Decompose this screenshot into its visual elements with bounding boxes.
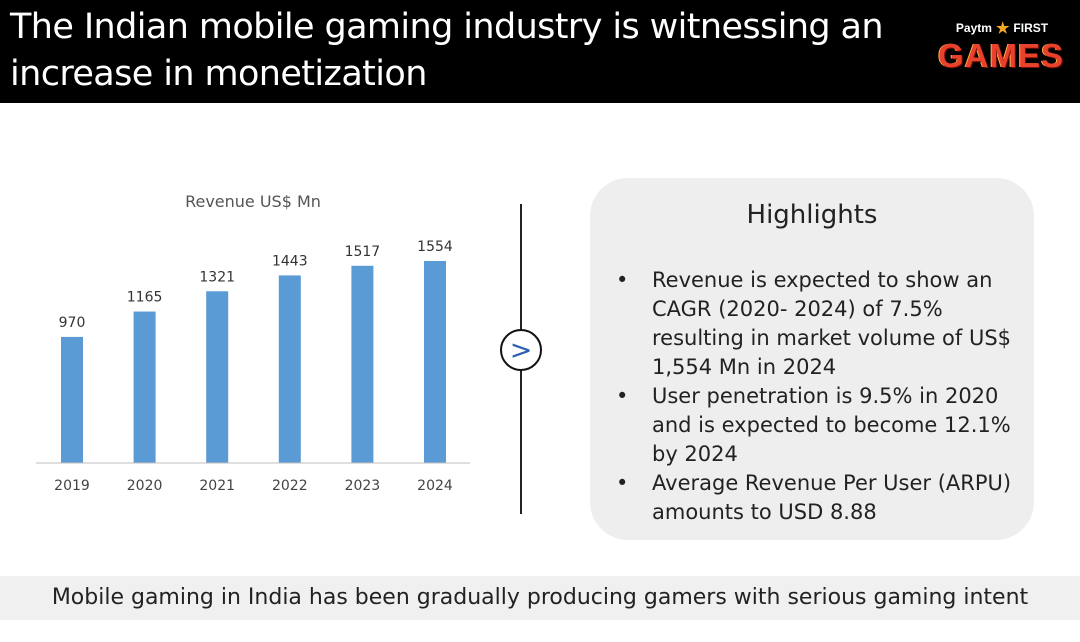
header-bar: The Indian mobile gaming industry is wit… [0,0,1080,103]
page-title: The Indian mobile gaming industry is wit… [10,7,884,94]
value-label-2023: 1517 [345,244,381,260]
chart-title: Revenue US$ Mn [185,192,321,211]
logo-paytm-text: Paytm [955,21,992,35]
highlights-list: Revenue is expected to show an CAGR (202… [612,266,1030,527]
star-icon: ★ [995,20,1010,37]
value-label-2019: 970 [59,315,86,331]
bar-2024 [424,260,446,463]
x-tick-2022: 2022 [272,478,308,494]
bar-2023 [351,265,374,463]
value-label-2020: 1165 [127,290,163,306]
x-tick-2023: 2023 [345,478,381,494]
chevron-right-icon: > [509,334,533,366]
logo-top-line: Paytm ★ FIRST [940,20,1064,37]
value-label-2021: 1321 [199,269,235,285]
value-label-2024: 1554 [417,239,453,255]
revenue-chart: Revenue US$ Mn 970 2019 1165 2020 1321 2021 14… [0,180,480,510]
highlights-title: Highlights [746,200,878,230]
arrow-circle-icon: > [500,329,542,371]
footer-bar: Mobile gaming in India has been graduall… [0,576,1080,620]
highlights-panel: Highlights Revenue is expected to show a… [590,178,1034,540]
highlight-item-arpu: Average Revenue Per User (ARPU) amounts … [612,469,1030,527]
bar-2022 [278,275,301,463]
revenue-bar-chart: Revenue US$ Mn 970 2019 1165 2020 1321 2021 14… [36,192,470,494]
x-tick-2024: 2024 [417,478,453,494]
x-tick-2020: 2020 [127,478,163,494]
x-tick-2019: 2019 [54,478,90,494]
footer-text: Mobile gaming in India has been graduall… [51,585,1029,610]
highlight-item-user-penetration: User penetration is 9.5% in 2020 and is … [612,382,1030,469]
logo-games-text: GAMES [937,37,1064,74]
x-tick-2021: 2021 [199,478,235,494]
logo-first-text: FIRST [1013,21,1049,35]
value-label-2022: 1443 [272,253,308,269]
bar-2020 [133,311,156,463]
bars-group: 970 2019 1165 2020 1321 2021 1443 2022 1517 2023 1… [54,239,453,494]
bar-2019 [61,336,83,463]
paytm-first-games-logo: Paytm ★ FIRST GAMES [936,8,1066,78]
highlight-item-revenue: Revenue is expected to show an CAGR (202… [612,266,1030,382]
bar-2021 [206,291,229,463]
